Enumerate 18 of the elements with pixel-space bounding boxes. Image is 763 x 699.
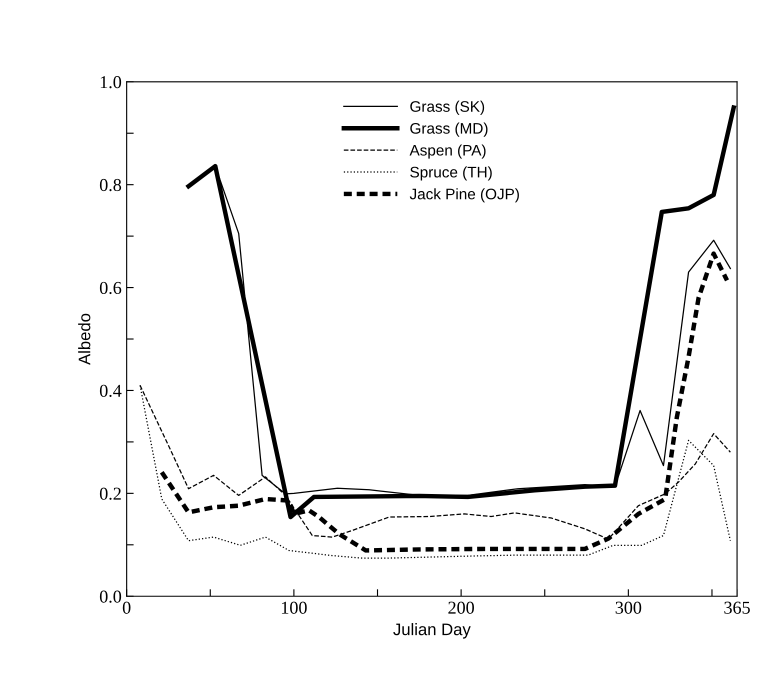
y-axis-title: Albedo (78, 314, 90, 365)
legend-label: Aspen (PA) (410, 144, 486, 159)
x-tick-label: 100 (282, 602, 307, 614)
x-tick-label: 200 (448, 602, 474, 614)
y-tick-label: 0.2 (100, 488, 121, 500)
legend-label: Grass (MD) (410, 122, 488, 137)
legend-label: Jack Pine (OJP) (410, 188, 519, 202)
legend-label: Grass (SK) (410, 100, 484, 115)
x-tick-label: 300 (616, 602, 642, 614)
y-tick-label: 0.0 (100, 590, 122, 603)
y-tick-label: 0.8 (100, 178, 122, 192)
x-tick-label: 365 (724, 602, 750, 614)
y-tick-label: 1.0 (100, 76, 122, 88)
y-tick-label: 0.4 (100, 384, 122, 397)
legend-label: Spruce (TH) (410, 166, 492, 181)
x-tick-label: 0 (122, 602, 130, 614)
y-tick-label: 0.6 (100, 282, 122, 294)
x-axis-title: Julian Day (393, 623, 471, 639)
